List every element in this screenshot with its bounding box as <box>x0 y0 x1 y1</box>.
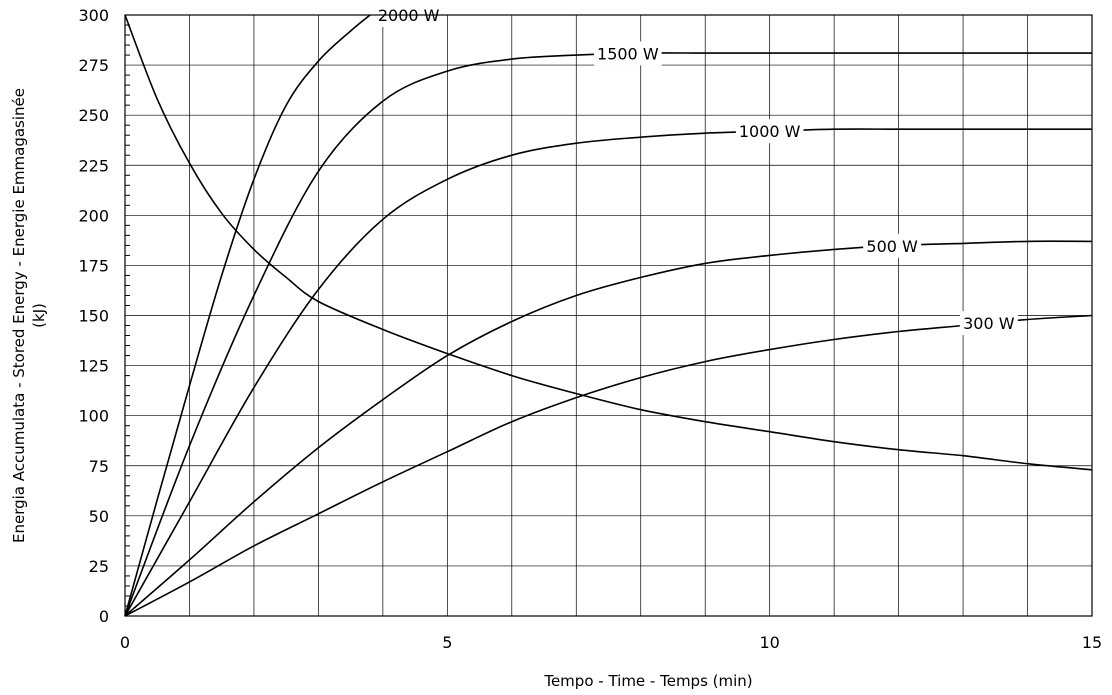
x-tick-label: 0 <box>120 633 130 652</box>
y-tick-label: 300 <box>78 6 109 25</box>
y-tick-label: 25 <box>89 557 109 576</box>
y-tick-label: 150 <box>78 307 109 326</box>
series-label-background <box>594 41 662 66</box>
y-tick-label: 125 <box>78 357 109 376</box>
grid <box>125 15 1092 616</box>
x-tick-label: 15 <box>1082 633 1102 652</box>
y-tick-label: 100 <box>78 407 109 426</box>
series-label-background <box>959 311 1018 336</box>
series-label-1500-w: 1500 W <box>597 44 659 63</box>
x-tick-label: 10 <box>759 633 779 652</box>
y-axis-title: Energia Accumulata - Stored Energy - Ene… <box>10 88 28 543</box>
y-tick-labels: 0 25 50 75 100 125 150 175 200 225 250 275 300 <box>78 6 109 626</box>
y-tick-label: 275 <box>78 56 109 75</box>
x-axis-title: Tempo - Time - Temps (min) <box>543 672 752 690</box>
series-line-1000-w <box>124 128 1092 617</box>
series-line-2000-w <box>124 14 371 617</box>
y-tick-label: 50 <box>89 507 109 526</box>
series-line-300-w <box>124 314 1093 617</box>
series-label-background <box>735 119 804 144</box>
series-label-1000-w: 1000 W <box>739 122 801 141</box>
x-tick-label: 5 <box>442 633 452 652</box>
y-tick-label: 200 <box>78 206 109 225</box>
y-tick-label: 250 <box>78 106 109 125</box>
y-tick-label: 0 <box>99 607 109 626</box>
series-label-background <box>863 233 922 258</box>
series-label-500-w: 500 W <box>866 237 918 256</box>
y-tick-label: 75 <box>89 457 109 476</box>
plot-frame <box>124 14 1093 617</box>
x-tick-labels: 0 5 10 15 <box>120 633 1102 652</box>
series-line-decay <box>124 14 1093 471</box>
series-line-500-w <box>124 240 1093 617</box>
y-tick-label: 175 <box>78 256 109 275</box>
series-label-300-w: 300 W <box>963 314 1015 333</box>
y-minor-ticks <box>125 24 130 607</box>
y-axis-unit: (kJ) <box>30 303 48 328</box>
series-line-1500-w <box>124 52 1092 617</box>
y-tick-label: 225 <box>78 156 109 175</box>
series-curves <box>124 14 1093 617</box>
